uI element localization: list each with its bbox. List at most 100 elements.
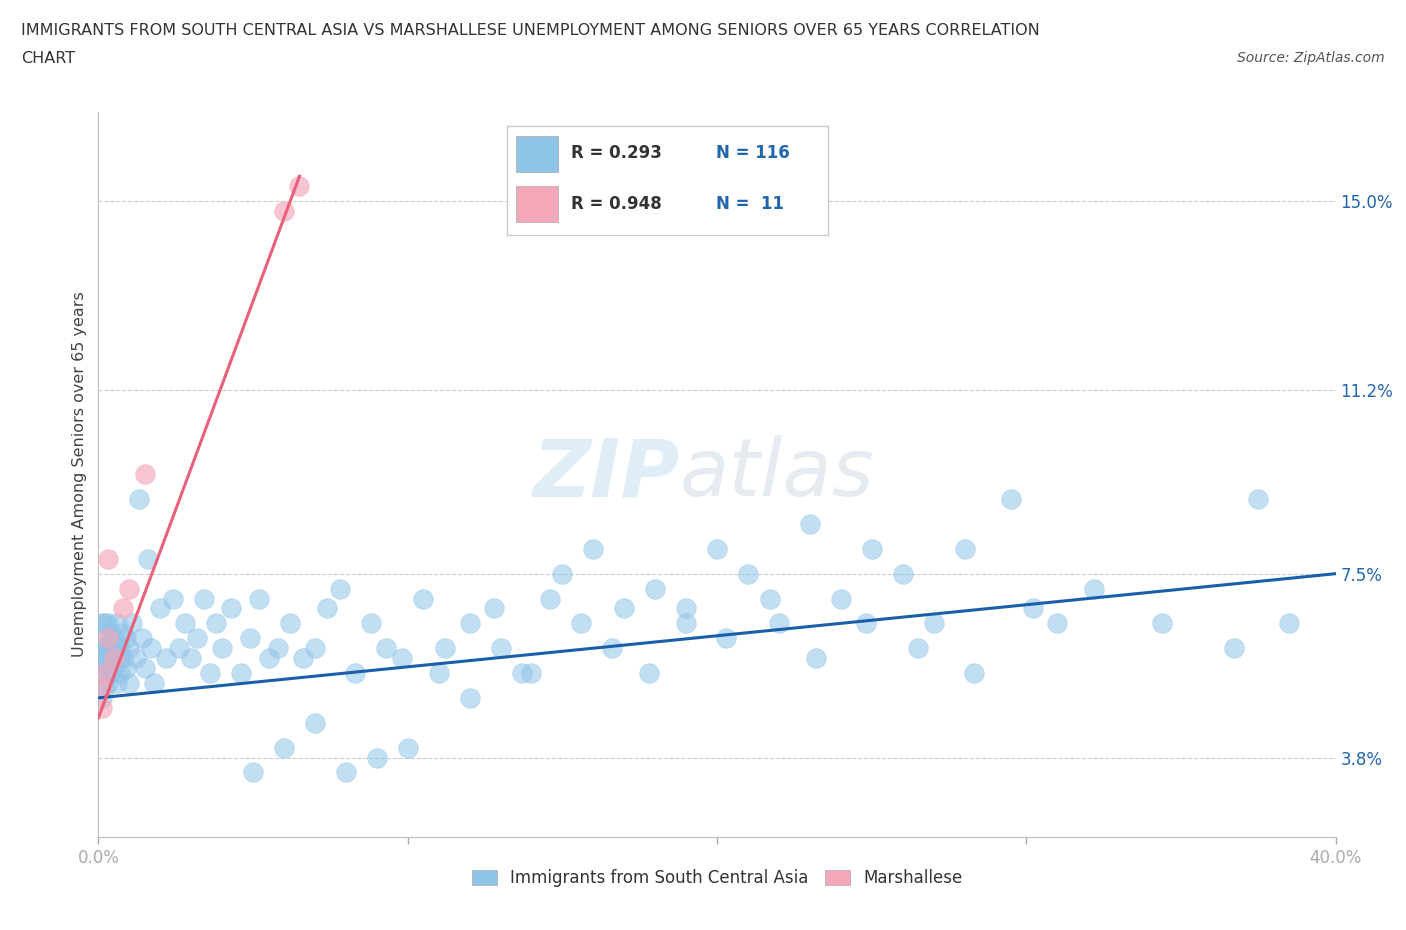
Point [427,666,450,681]
Point [93,666,115,681]
Point [100,641,122,656]
Point [922,616,945,631]
Point [267,641,290,656]
Point [97,651,120,666]
Point [103,651,125,666]
Point [97,631,120,645]
Point [97,551,120,566]
Point [193,591,215,606]
Point [90,700,112,715]
Point [143,675,166,690]
Text: ZIP: ZIP [533,435,681,513]
Point [205,616,228,631]
Point [329,581,352,596]
Point [108,651,131,666]
Point [1152,616,1174,631]
Point [551,566,574,581]
Point [115,660,138,675]
Point [229,666,252,681]
Point [375,641,398,656]
Point [1000,492,1022,507]
Point [242,765,264,780]
Point [97,641,120,656]
Point [97,616,120,631]
Point [433,641,456,656]
Point [90,690,112,705]
Point [180,651,202,666]
Point [221,601,243,616]
Point [569,616,592,631]
Point [257,651,280,666]
Point [100,626,122,641]
Point [134,660,156,675]
Point [239,631,262,645]
Point [860,541,883,556]
Point [93,651,115,666]
Point [316,601,339,616]
Point [149,601,172,616]
Point [108,666,131,681]
Point [97,675,120,690]
Point [644,581,666,596]
Point [1222,641,1244,656]
Point [134,467,156,482]
Point [93,681,115,696]
Text: atlas: atlas [681,435,875,513]
Point [489,641,512,656]
Point [124,651,146,666]
Y-axis label: Unemployment Among Seniors over 65 years: Unemployment Among Seniors over 65 years [72,291,87,658]
Point [1046,616,1069,631]
Point [90,641,112,656]
Point [344,666,367,681]
Point [103,651,125,666]
Text: IMMIGRANTS FROM SOUTH CENTRAL ASIA VS MARSHALLESE UNEMPLOYMENT AMONG SENIORS OVE: IMMIGRANTS FROM SOUTH CENTRAL ASIA VS MA… [21,23,1040,38]
Point [855,616,877,631]
Point [538,591,561,606]
Point [396,740,419,755]
Point [706,541,728,556]
Point [510,666,533,681]
Point [273,740,295,755]
Point [93,616,115,631]
Point [103,631,125,645]
Point [613,601,636,616]
Point [963,666,986,681]
Text: Source: ZipAtlas.com: Source: ZipAtlas.com [1237,51,1385,65]
Point [112,651,135,666]
Point [335,765,357,780]
Point [675,616,697,631]
Point [1083,581,1105,596]
Point [391,651,413,666]
Point [105,616,128,631]
Point [675,601,697,616]
Point [1247,492,1270,507]
Point [799,516,821,531]
Point [118,641,141,656]
Point [737,566,759,581]
Point [211,641,233,656]
Point [360,616,382,631]
Point [278,616,301,631]
Point [804,651,827,666]
Point [139,641,162,656]
Point [768,616,790,631]
Point [103,660,125,675]
Point [97,660,120,675]
Point [105,641,128,656]
Text: CHART: CHART [21,51,75,66]
Point [128,492,150,507]
Point [716,631,738,645]
Point [112,626,135,641]
Point [155,651,177,666]
Point [90,666,112,681]
Point [93,641,115,656]
Point [90,616,112,631]
Point [830,591,852,606]
Point [1021,601,1043,616]
Point [108,641,131,656]
Point [582,541,605,556]
Point [186,631,208,645]
Point [291,651,314,666]
Point [273,204,295,219]
Point [600,641,623,656]
